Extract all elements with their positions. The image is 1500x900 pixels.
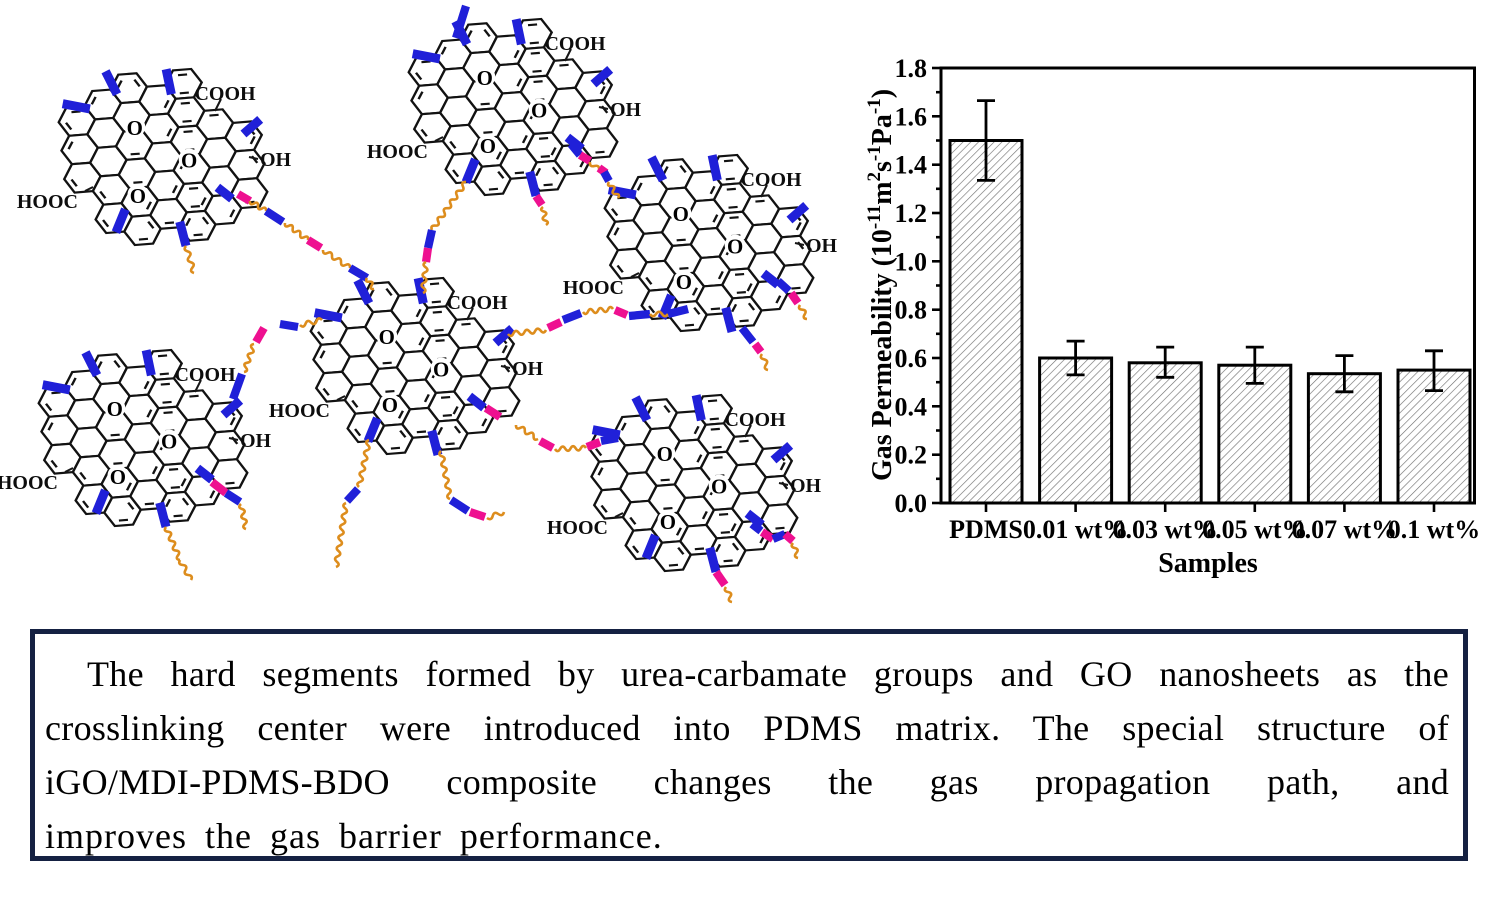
svg-text:OH: OH [512, 358, 544, 380]
svg-text:1.4: 1.4 [895, 151, 928, 180]
svg-text:HOOC: HOOC [269, 400, 330, 422]
svg-text:OH: OH [610, 99, 642, 121]
svg-text:Samples: Samples [1158, 548, 1258, 579]
svg-text:COOH: COOH [544, 33, 606, 55]
svg-text:HOOC: HOOC [17, 191, 78, 213]
svg-text:1.0: 1.0 [895, 247, 928, 276]
svg-text:0.05 wt%: 0.05 wt% [1202, 515, 1307, 544]
svg-text:0.6: 0.6 [895, 344, 928, 373]
svg-text:0.0: 0.0 [895, 489, 928, 518]
svg-text:COOH: COOH [740, 169, 802, 191]
svg-text:HOOC: HOOC [0, 472, 58, 494]
svg-text:OH: OH [806, 235, 838, 257]
svg-text:0.07 wt%: 0.07 wt% [1292, 515, 1397, 544]
svg-text:HOOC: HOOC [367, 141, 428, 163]
svg-text:HOOC: HOOC [563, 277, 624, 299]
svg-text:0.1 wt%: 0.1 wt% [1388, 515, 1480, 544]
svg-text:1.2: 1.2 [895, 199, 928, 228]
svg-text:COOH: COOH [174, 364, 236, 386]
svg-text:0.01 wt%: 0.01 wt% [1023, 515, 1128, 544]
svg-text:1.6: 1.6 [895, 102, 928, 131]
svg-text:COOH: COOH [446, 292, 508, 314]
svg-text:COOH: COOH [194, 83, 256, 105]
svg-text:PDMS: PDMS [949, 515, 1023, 544]
svg-text:0.8: 0.8 [895, 296, 928, 325]
svg-text:0.2: 0.2 [895, 441, 928, 470]
svg-text:COOH: COOH [724, 409, 786, 431]
svg-text:OH: OH [790, 475, 822, 497]
svg-text:OH: OH [260, 149, 292, 171]
svg-text:1.8: 1.8 [895, 54, 928, 83]
svg-text:Gas Permeability (10-11m2s-1Pa: Gas Permeability (10-11m2s-1Pa-1) [864, 89, 898, 481]
svg-text:0.03 wt%: 0.03 wt% [1112, 515, 1217, 544]
svg-text:0.4: 0.4 [895, 392, 928, 421]
svg-text:HOOC: HOOC [547, 517, 608, 539]
svg-text:OH: OH [240, 430, 272, 452]
